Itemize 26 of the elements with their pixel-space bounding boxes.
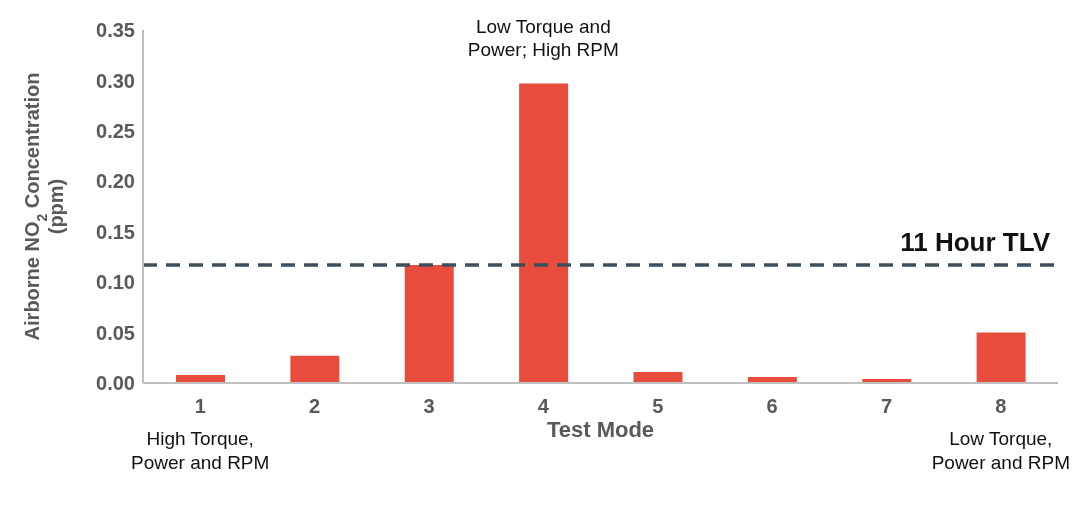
y-tick-label: 0.30 xyxy=(96,69,135,92)
bar xyxy=(976,332,1026,383)
x-axis-title: Test Mode xyxy=(546,416,655,442)
x-tick-label: 5 xyxy=(652,395,664,418)
y-tick-label: 0.25 xyxy=(96,119,135,142)
x-tick-label: 3 xyxy=(423,395,435,418)
bar xyxy=(633,371,683,383)
y-tick-label: 0.10 xyxy=(96,271,135,294)
annotation: Low Torque and Power; High RPM xyxy=(467,16,619,61)
text: High Torque, Power and RPM xyxy=(131,428,270,473)
y-tick-label: 0.05 xyxy=(96,321,135,344)
x-tick-label: 2 xyxy=(309,395,321,418)
y-tick-label: 0.00 xyxy=(96,372,135,395)
x-tick-label: 6 xyxy=(766,395,778,418)
x-tick-label: 4 xyxy=(537,395,550,418)
y-tick-label: 0.35 xyxy=(96,19,135,42)
ref-line-label: 11 Hour TLV xyxy=(900,227,1051,257)
x-tick-label: 8 xyxy=(995,395,1007,418)
x-tick-label: 1 xyxy=(194,395,206,418)
y-tick-label: 0.20 xyxy=(96,170,135,193)
bar xyxy=(519,83,569,383)
x-tick-label: 7 xyxy=(880,395,892,418)
bar xyxy=(404,265,454,383)
y-tick-label: 0.15 xyxy=(96,220,135,243)
bar xyxy=(290,355,340,383)
text: Low Torque, Power and RPM xyxy=(931,428,1070,473)
